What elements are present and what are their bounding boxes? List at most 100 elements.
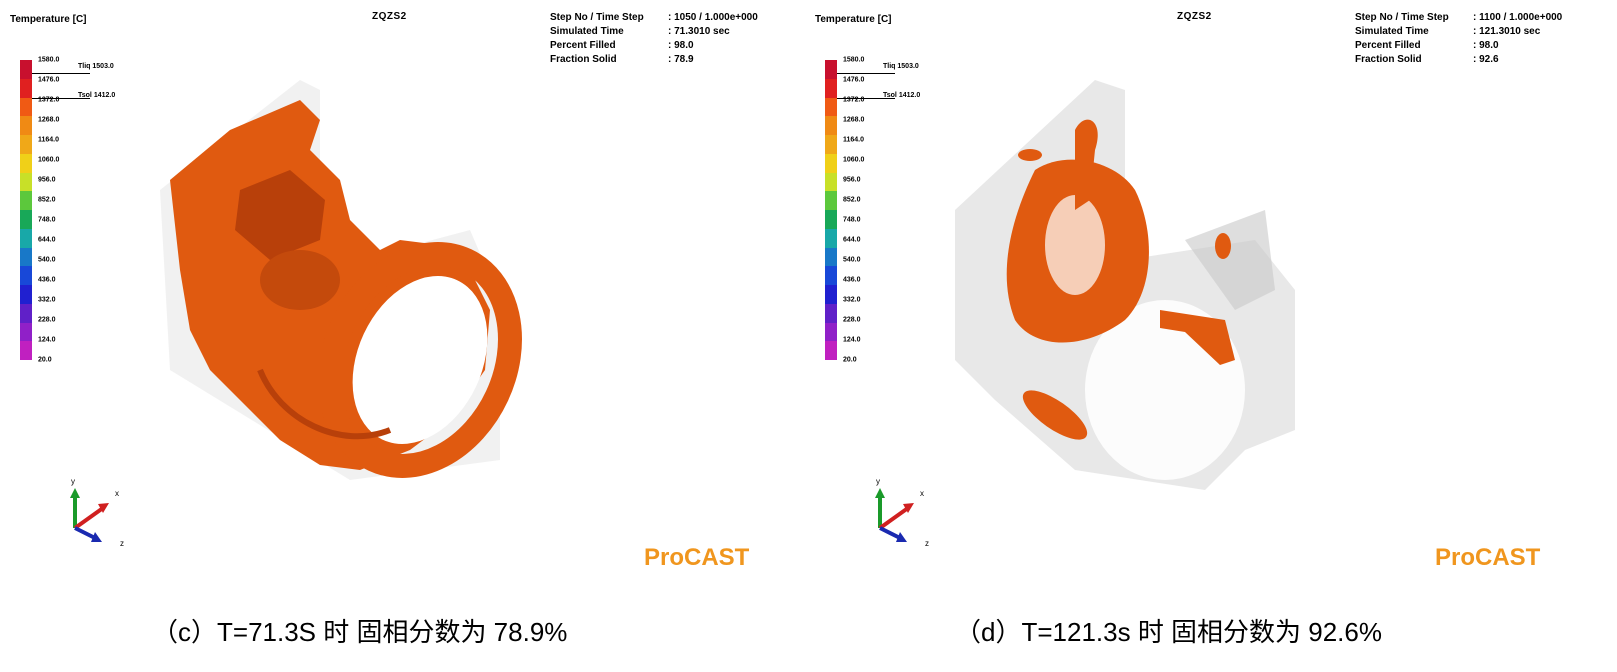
legend-swatch: [20, 153, 32, 173]
caption-d: （d）T=121.3s 时 固相分数为 92.6%: [955, 617, 1382, 647]
legend-tick: 540.0: [38, 256, 56, 264]
casting-boss: [260, 250, 340, 310]
legend-tick: 1580.0: [38, 56, 60, 64]
tliq-line: [837, 73, 895, 74]
legend-swatch: [20, 266, 32, 285]
legend-swatch: [20, 285, 32, 304]
tliq-line: [32, 73, 90, 74]
hot-spot-small: [1018, 149, 1042, 161]
legend-swatch: [825, 116, 837, 135]
legend-tick: 644.0: [38, 236, 56, 244]
axis-triad: y x z: [875, 478, 929, 548]
legend-tick: 20.0: [38, 356, 52, 364]
simulation-info: Step No / Time Step: 1050 / 1.000e+000 S…: [550, 11, 758, 67]
legend-swatch: [20, 228, 32, 248]
y-axis-head: [70, 488, 80, 498]
legend-tick: 124.0: [843, 336, 861, 344]
legend-tick: 956.0: [38, 176, 56, 184]
legend-tick: 1268.0: [38, 116, 60, 124]
procast-logo: ProCAST: [644, 544, 750, 571]
model-title: ZQZS2: [372, 11, 407, 22]
simulation-info: Step No / Time Step: 1100 / 1.000e+000 S…: [1355, 11, 1562, 67]
info-row: Simulated Time: 121.3010 sec: [1355, 26, 1541, 37]
legend-tick: 748.0: [38, 216, 56, 224]
legend-tick: 332.0: [38, 296, 56, 304]
legend-tick: 436.0: [38, 276, 56, 284]
legend-swatch: [20, 135, 32, 154]
y-axis-label: y: [876, 478, 880, 486]
legend-tick: 748.0: [843, 216, 861, 224]
legend-swatch: [825, 135, 837, 154]
info-row: Step No / Time Step: 1050 / 1.000e+000: [550, 12, 758, 23]
z-axis-arrow: [74, 526, 96, 540]
temperature-title: Temperature [C]: [10, 14, 87, 25]
legend-tick: 1164.0: [843, 136, 865, 144]
legend-swatch: [825, 97, 837, 117]
legend-swatch: [20, 303, 32, 323]
casting-window: [235, 170, 325, 260]
x-axis-head: [903, 503, 914, 513]
info-row: Step No / Time Step: 1100 / 1.000e+000: [1355, 12, 1563, 23]
legend-tick: 436.0: [843, 276, 861, 284]
legend-swatch: [825, 172, 837, 192]
temperature-legend: Tliq 1503.0 Tsol 1412.0 1580.0 1476.0 1372…: [20, 56, 150, 364]
panel-c: Temperature [C] ZQZS2 Step No / Time Ste…: [10, 0, 800, 600]
casting-ring: [318, 242, 522, 478]
casting-model-d: [955, 80, 1295, 490]
ring-hole: [352, 276, 488, 444]
legend-swatch: [825, 228, 837, 248]
legend-swatch: [20, 322, 32, 342]
z-axis-head: [896, 532, 907, 542]
mold-side: [1185, 210, 1275, 310]
axis-triad: y x z: [70, 478, 124, 548]
info-row: Fraction Solid: 92.6: [1355, 54, 1499, 65]
legend-tick: 852.0: [843, 196, 861, 204]
legend-tick: 228.0: [843, 316, 861, 324]
x-axis-arrow: [73, 506, 105, 530]
legend-tick: 1060.0: [38, 156, 60, 164]
legend-tick: 1372.0: [843, 96, 865, 104]
temperature-title: Temperature [C]: [815, 14, 892, 25]
legend-tick: 1580.0: [843, 56, 865, 64]
y-axis-head: [875, 488, 885, 498]
legend-swatch: [825, 78, 837, 98]
legend-swatch: [20, 341, 32, 360]
hot-spot-window: [1045, 195, 1105, 295]
tsol-label: Tsol 1412.0: [883, 92, 921, 99]
x-axis-label: x: [920, 489, 924, 498]
legend-color-bar: [20, 60, 32, 360]
legend-tick: 228.0: [38, 316, 56, 324]
x-axis-arrow: [878, 506, 910, 530]
temperature-legend: Tliq 1503.0 Tsol 1412.0 1580.0 1476.0 1372…: [825, 56, 955, 364]
legend-tick: 20.0: [843, 356, 857, 364]
panel-d: Temperature [C] ZQZS2 Step No / Time Ste…: [815, 0, 1605, 600]
z-axis-label: z: [925, 539, 929, 548]
hot-spot-bottom: [1022, 390, 1088, 440]
tsol-label: Tsol 1412.0: [78, 92, 116, 99]
x-axis-head: [98, 503, 109, 513]
info-row: Percent Filled: 98.0: [550, 40, 694, 51]
legend-color-bar: [825, 60, 837, 360]
legend-tick: 1476.0: [843, 76, 865, 84]
legend-swatch: [825, 60, 837, 79]
legend-swatch: [20, 210, 32, 229]
legend-swatch: [825, 247, 837, 267]
z-axis-head: [91, 532, 102, 542]
legend-swatch: [20, 247, 32, 267]
legend-tick: 956.0: [843, 176, 861, 184]
procast-logo: ProCAST: [1435, 544, 1541, 571]
legend-tick: 852.0: [38, 196, 56, 204]
model-title: ZQZS2: [1177, 11, 1212, 22]
legend-tick: 540.0: [843, 256, 861, 264]
legend-tick: 332.0: [843, 296, 861, 304]
legend-tick: 124.0: [38, 336, 56, 344]
casting-model-c: [160, 80, 522, 480]
legend-swatch: [20, 97, 32, 117]
legend-swatch: [20, 191, 32, 210]
legend-tick: 1372.0: [38, 96, 60, 104]
info-row: Simulated Time: 71.3010 sec: [550, 26, 730, 37]
legend-tick: 1060.0: [843, 156, 865, 164]
legend-swatch: [825, 266, 837, 285]
legend-tick: 1164.0: [38, 136, 60, 144]
x-axis-label: x: [115, 489, 119, 498]
